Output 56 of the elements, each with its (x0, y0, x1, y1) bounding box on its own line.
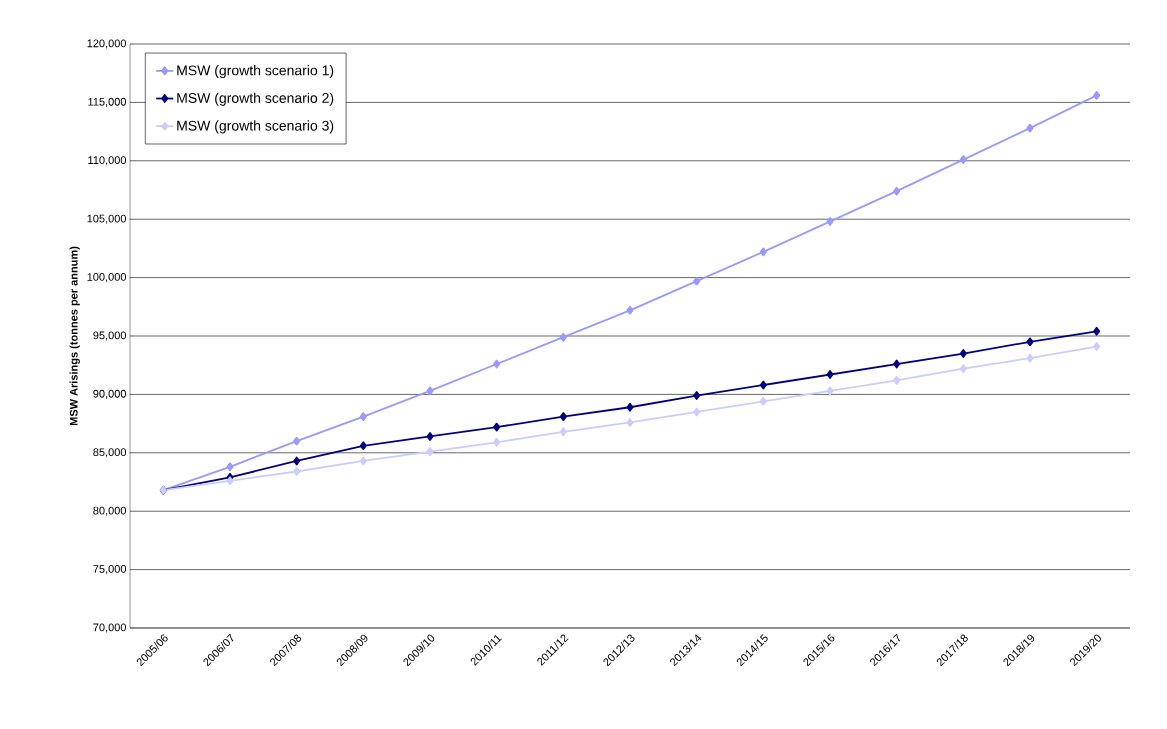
point (226, 476, 234, 486)
point (426, 432, 434, 441)
y-tick-label: 70,000 (93, 623, 127, 633)
y-tick-label: 90,000 (93, 389, 127, 399)
y-tick-label: 120,000 (87, 39, 127, 49)
y-tick-label: 115,000 (88, 97, 127, 107)
point (359, 441, 367, 451)
point (1093, 342, 1101, 351)
point (693, 391, 701, 400)
y-tick-label: 110,000 (88, 156, 127, 166)
point (1093, 90, 1101, 100)
point (426, 447, 434, 457)
point (759, 380, 767, 390)
legend-label: MSW (growth scenario 3) (177, 120, 334, 134)
y-tick-label: 85,000 (93, 448, 127, 458)
point (293, 436, 301, 446)
point (893, 375, 901, 385)
y-tick-label: 80,000 (93, 506, 127, 516)
point (493, 422, 501, 432)
y-axis-title: MSW Arisings (tonnes per annum) (69, 246, 80, 426)
point (959, 155, 967, 165)
point (1093, 326, 1101, 336)
y-tick-label: 100,000 (87, 273, 127, 283)
y-tick-label: 75,000 (93, 565, 127, 575)
point (826, 386, 834, 396)
point (893, 186, 901, 196)
y-tick-label: 105,000 (87, 214, 127, 224)
point (693, 407, 701, 417)
point (826, 370, 834, 379)
point (559, 427, 567, 437)
point (759, 247, 767, 257)
point (826, 217, 834, 226)
point (626, 418, 634, 427)
point (626, 402, 634, 412)
point (959, 349, 967, 358)
point (426, 386, 434, 396)
point (226, 462, 234, 472)
legend-label: MSW (growth scenario 1) (177, 65, 334, 79)
legend-label: MSW (growth scenario 2) (177, 92, 334, 106)
point (759, 397, 767, 406)
point (893, 359, 901, 369)
point (293, 467, 301, 476)
point (293, 456, 301, 466)
y-tick-label: 95,000 (93, 331, 127, 341)
point (359, 412, 367, 421)
point (959, 364, 967, 374)
point (1026, 123, 1034, 133)
point (493, 437, 501, 447)
point (359, 456, 367, 466)
point (693, 276, 701, 286)
point (1026, 337, 1034, 347)
point (559, 332, 567, 342)
point (626, 305, 634, 315)
point (1026, 353, 1034, 363)
point (559, 412, 567, 421)
point (493, 359, 501, 369)
